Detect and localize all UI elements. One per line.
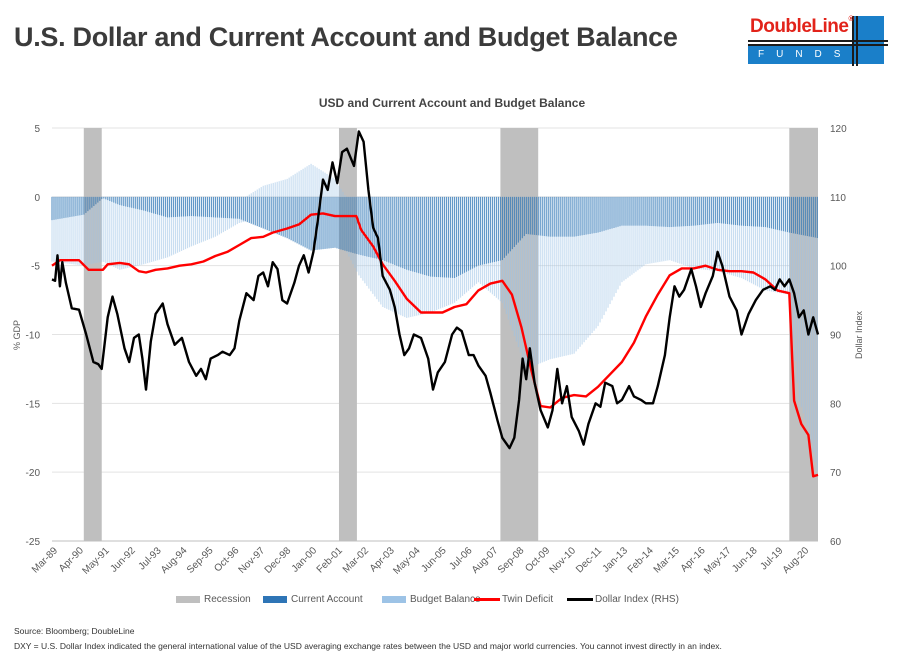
y2-tick-label: 100 <box>830 262 847 273</box>
x-tick-label: Jun-92 <box>108 545 138 575</box>
x-tick-label: Feb-14 <box>626 545 656 575</box>
legend-swatch <box>474 598 500 601</box>
legend-dollar-index: Dollar Index (RHS) <box>567 594 679 605</box>
gridlines <box>52 127 818 542</box>
x-tick-label: May-17 <box>702 545 734 577</box>
y2-axis-label: Dollar Index <box>854 310 864 359</box>
y-axis-left: 5 0 -5 -10 -15 -20 -25 <box>26 124 41 548</box>
x-tick-label: Mar-89 <box>30 545 60 575</box>
twin-deficit-line <box>51 212 819 478</box>
x-tick-label: Nov-10 <box>548 545 579 576</box>
logo-funds-bar <box>748 46 852 64</box>
y-tick-label: -5 <box>31 262 40 273</box>
x-tick-label: Jan-00 <box>290 545 320 575</box>
dollar-index-line <box>51 130 820 450</box>
page-title: U.S. Dollar and Current Account and Budg… <box>14 22 678 52</box>
x-tick-label: Jun-05 <box>419 545 449 575</box>
logo-funds-text: FUNDS <box>758 49 853 60</box>
recession-band <box>338 128 357 541</box>
logo-line <box>748 40 888 42</box>
disclaimer-note: DXY = U.S. Dollar Index indicated the ge… <box>14 641 722 651</box>
x-axis: Mar-89Apr-90May-91Jun-92Jul-93Aug-94Sep-… <box>30 545 812 577</box>
y-axis-right: 120 110 100 90 80 70 60 <box>830 124 847 548</box>
legend-recession: Recession <box>176 594 251 605</box>
x-tick-label: Jan-13 <box>601 545 631 575</box>
y2-tick-label: 80 <box>830 399 842 410</box>
logo-registered: ® <box>848 16 854 23</box>
logo-line <box>748 44 888 46</box>
y-tick-label: -20 <box>26 468 41 479</box>
x-tick-label: Mar-02 <box>341 545 371 575</box>
legend-label: Twin Deficit <box>502 594 554 605</box>
legend-swatch <box>263 596 287 603</box>
y-axis-label: % GDP <box>12 320 22 350</box>
y2-tick-label: 110 <box>830 193 846 204</box>
y-tick-label: -25 <box>26 537 41 548</box>
legend: Recession Current Account Budget Balance… <box>0 594 904 610</box>
doubleline-logo: DoubleLine® FUNDS <box>748 16 888 66</box>
legend-swatch <box>176 596 200 603</box>
y2-tick-label: 90 <box>830 331 842 342</box>
x-tick-label: Sep-08 <box>496 545 527 576</box>
y2-tick-label: 60 <box>830 537 842 548</box>
x-tick-label: Nov-97 <box>237 545 268 576</box>
lines <box>51 130 820 478</box>
legend-label: Budget Balance <box>410 594 481 605</box>
legend-label: Dollar Index (RHS) <box>595 594 679 605</box>
legend-label: Recession <box>204 594 251 605</box>
y2-tick-label: 70 <box>830 468 842 479</box>
legend-swatch <box>567 598 593 601</box>
x-tick-label: Aug-20 <box>781 545 812 576</box>
legend-budget-balance: Budget Balance <box>382 594 481 605</box>
x-tick-label: Sep-95 <box>185 545 216 576</box>
logo-line <box>856 16 858 66</box>
x-tick-label: Feb-01 <box>315 545 345 575</box>
legend-swatch <box>382 596 406 603</box>
legend-label: Current Account <box>291 594 363 605</box>
y-tick-label: 5 <box>34 124 40 135</box>
y-tick-label: 0 <box>34 193 40 204</box>
source-note: Source: Bloomberg; DoubleLine <box>14 626 135 636</box>
chart-title: USD and Current Account and Budget Balan… <box>318 96 586 110</box>
x-tick-label: May-91 <box>80 545 112 577</box>
x-tick-label: Aug-94 <box>159 545 190 576</box>
x-tick-label: May-04 <box>391 545 423 577</box>
x-tick-label: Mar-15 <box>652 545 682 575</box>
x-tick-label: Aug-07 <box>470 545 501 576</box>
y-tick-label: -15 <box>26 399 41 410</box>
y2-tick-label: 120 <box>830 124 847 135</box>
x-tick-label: Dec-11 <box>574 545 604 575</box>
x-tick-label: Dec-98 <box>263 545 294 576</box>
y-tick-label: -10 <box>26 331 41 342</box>
logo-brand-text: DoubleLine <box>750 16 849 37</box>
legend-twin-deficit: Twin Deficit <box>474 594 553 605</box>
legend-current-account: Current Account <box>263 594 363 605</box>
x-tick-label: Jun-18 <box>730 545 760 575</box>
logo-brand: DoubleLine® <box>750 16 854 38</box>
logo-line <box>852 16 854 66</box>
